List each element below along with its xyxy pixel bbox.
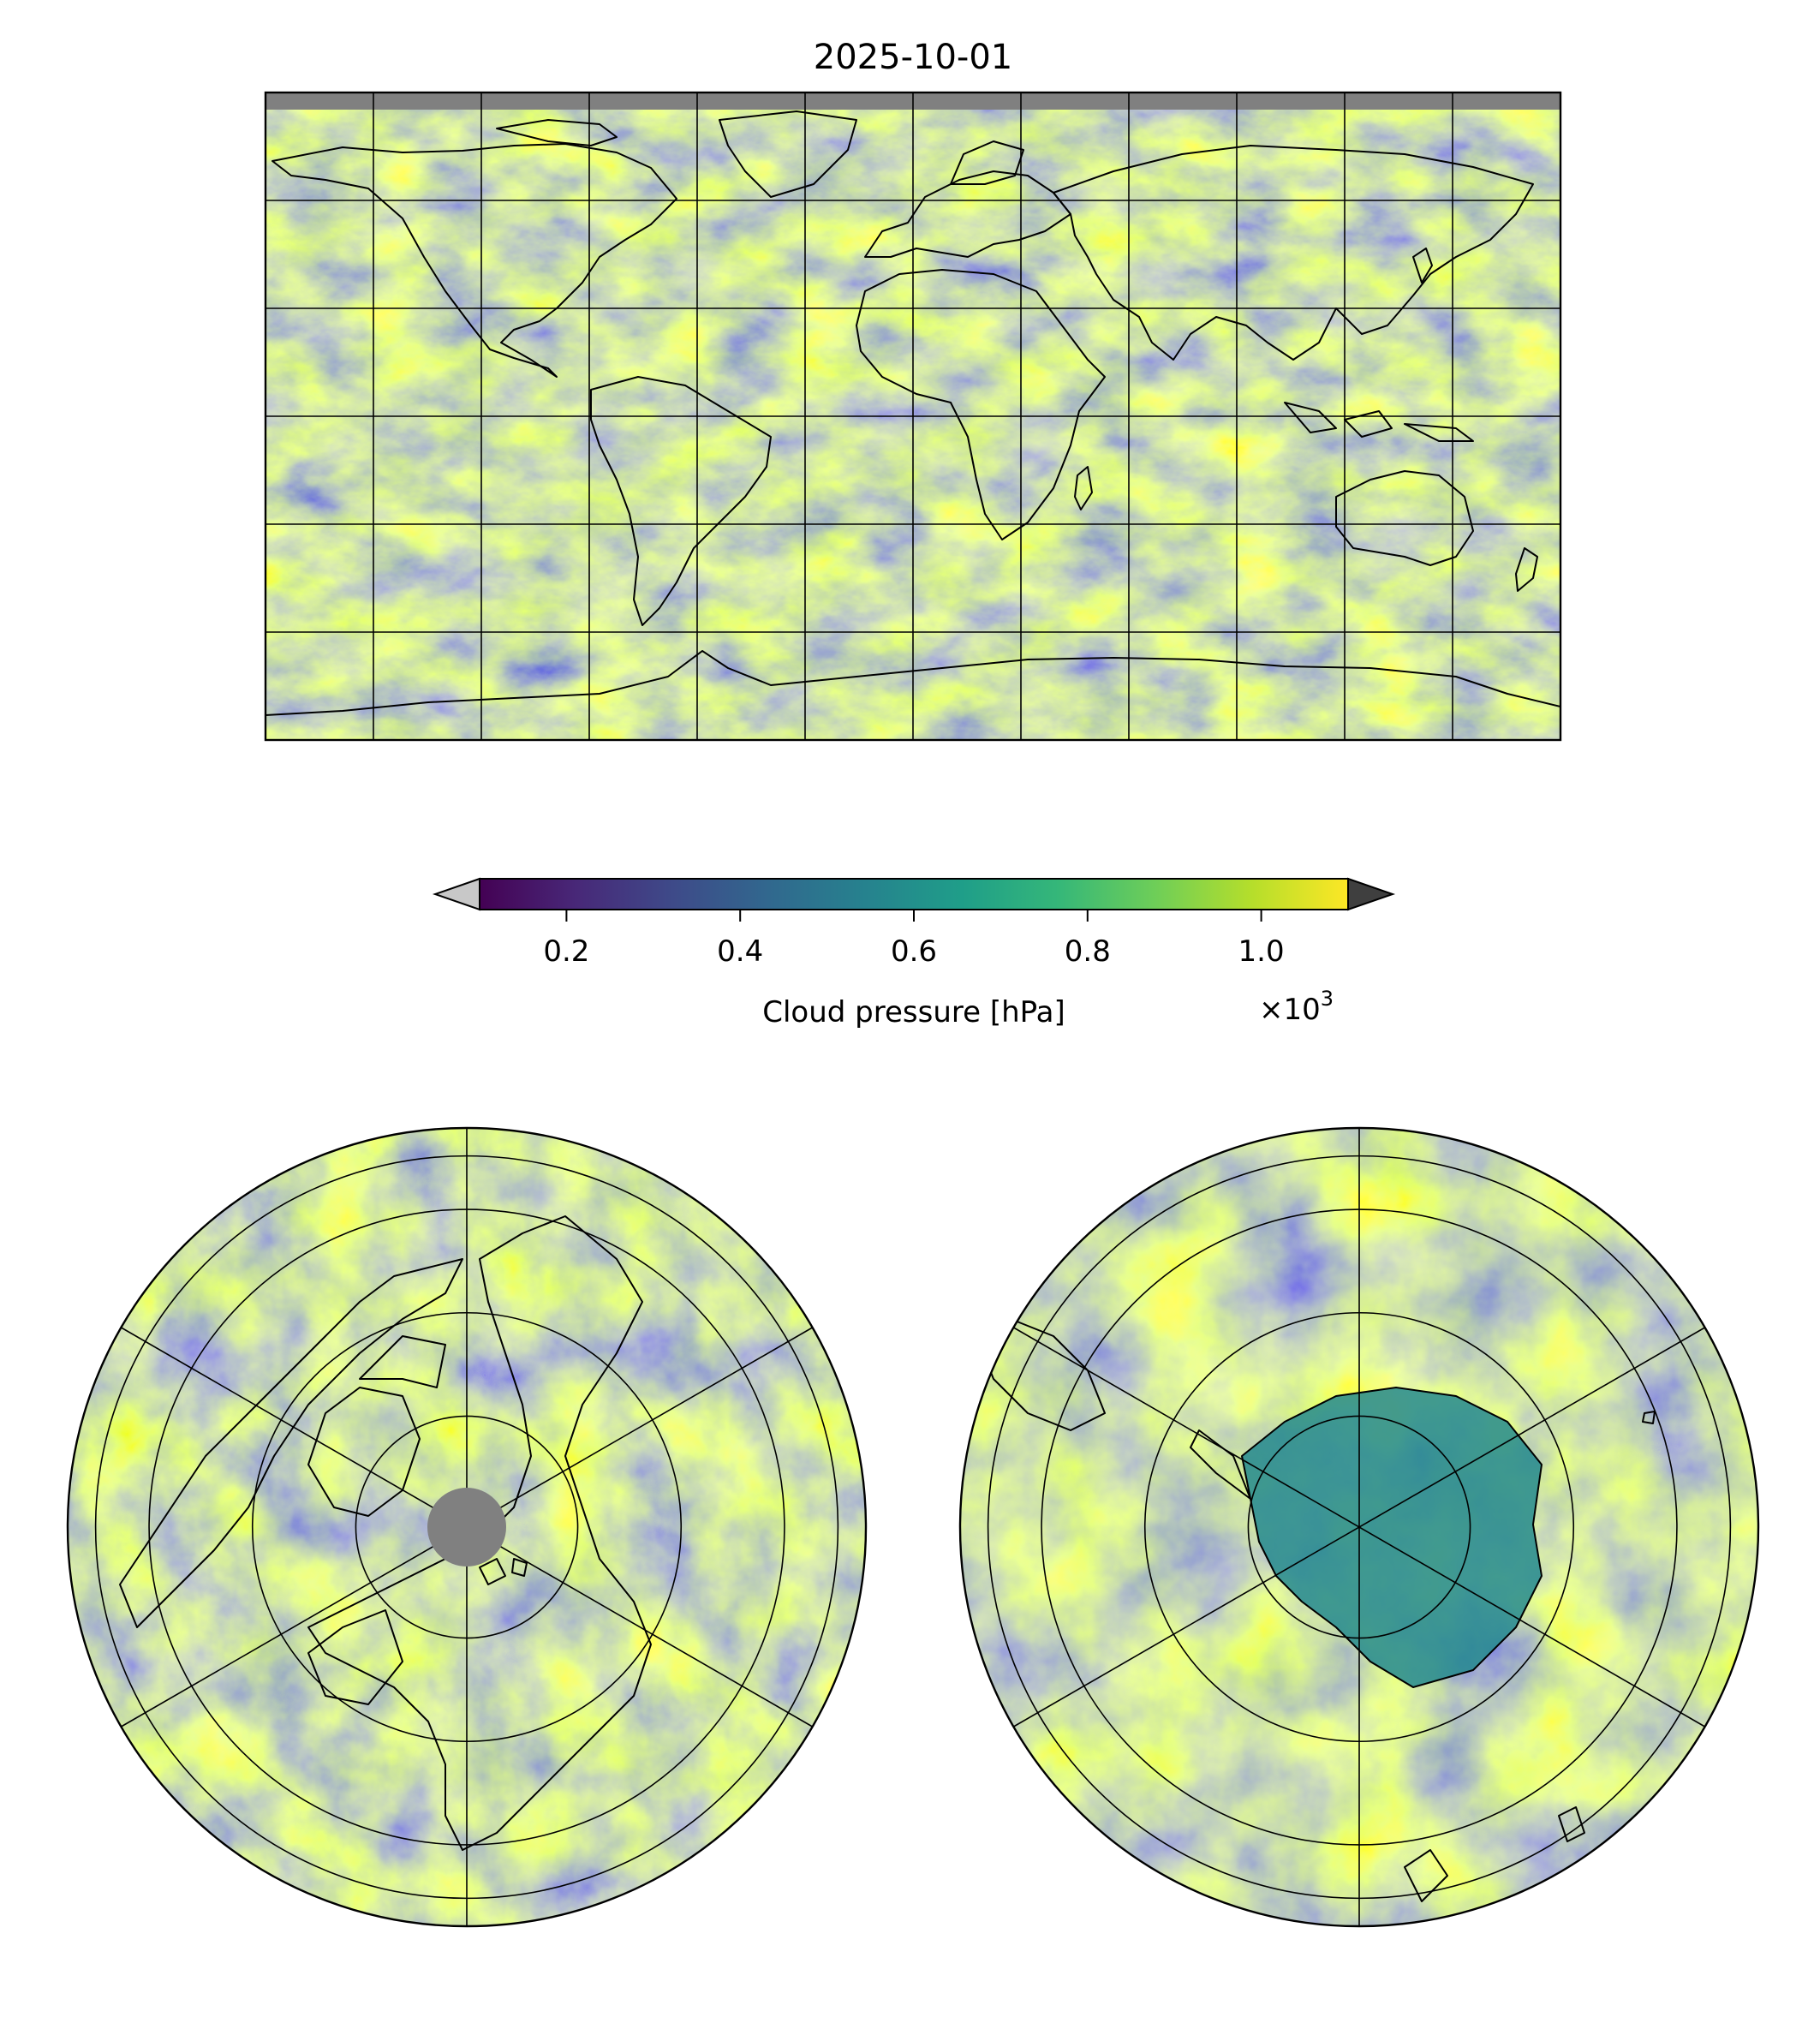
colorbar-ticks: 0.2 0.4 0.6 0.8 1.0 [543, 910, 1285, 969]
north-map-frame [66, 1126, 868, 1928]
north-pole-missing [427, 1488, 506, 1566]
figure-title: 2025-10-01 [814, 38, 1012, 77]
colorbar-scale-factor: ×103 [1259, 987, 1334, 1027]
global-map-frame [264, 91, 1562, 742]
colorbar-tick-label: 0.6 [891, 934, 937, 969]
global-coastlines [266, 110, 1560, 716]
colorbar-tick-label: 0.2 [543, 934, 589, 969]
colorbar-under-extension [432, 877, 480, 911]
colorbar-scale-base: ×10 [1259, 993, 1321, 1027]
south-gridlines [987, 1128, 1732, 1926]
colorbar: 0.2 0.4 0.6 0.8 1.0 Cloud pressure [hPa] ×10… [432, 877, 1396, 1029]
global-gridlines [266, 92, 1560, 740]
colorbar-tick-label: 0.8 [1065, 934, 1111, 969]
south-coastlines [976, 1318, 1656, 1902]
colorbar-scale-exponent: 3 [1321, 987, 1334, 1011]
colorbar-over-extension [1347, 877, 1396, 911]
south-polar-map [960, 1128, 1758, 1926]
colorbar-tick-label: 1.0 [1238, 934, 1285, 969]
polar-meridian [1013, 1327, 1705, 1728]
south-map-frame [958, 1126, 1760, 1928]
colorbar-label: Cloud pressure [hPa] [762, 995, 1065, 1029]
north-polar-map [68, 1128, 866, 1926]
colorbar-gradient [480, 879, 1348, 910]
global-map [266, 92, 1560, 740]
colorbar-tick-label: 0.4 [717, 934, 763, 969]
